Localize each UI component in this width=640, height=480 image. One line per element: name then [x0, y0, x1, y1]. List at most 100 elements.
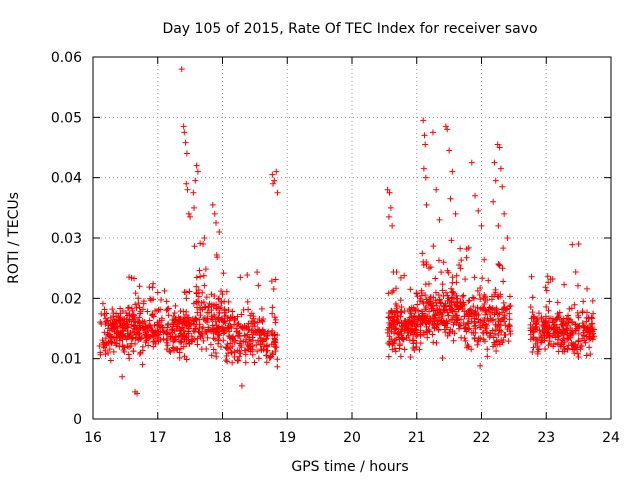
data-point: [272, 344, 279, 351]
data-point: [575, 338, 582, 345]
data-point: [261, 343, 268, 350]
data-point: [269, 304, 276, 311]
data-point: [534, 350, 541, 357]
data-point: [200, 337, 207, 344]
data-point: [589, 297, 596, 304]
data-point: [174, 346, 181, 353]
data-point: [251, 318, 258, 325]
data-point: [223, 353, 230, 360]
data-point: [392, 348, 399, 355]
data-point: [180, 319, 187, 326]
data-point: [468, 159, 475, 166]
data-point: [129, 307, 136, 314]
data-point: [490, 198, 497, 205]
data-point: [575, 330, 582, 337]
data-point: [581, 324, 588, 331]
data-point: [263, 359, 270, 366]
data-point: [425, 299, 432, 306]
data-point: [217, 343, 224, 350]
data-point: [128, 340, 135, 347]
x-tick-label: 18: [214, 430, 232, 446]
data-point: [126, 316, 133, 323]
data-point: [392, 300, 399, 307]
data-point: [491, 330, 498, 337]
data-point: [215, 295, 222, 302]
data-point: [500, 315, 507, 322]
data-point: [274, 189, 281, 196]
data-point: [187, 213, 194, 220]
data-point: [448, 285, 455, 292]
data-point: [546, 298, 553, 305]
data-point: [549, 319, 556, 326]
data-point: [96, 342, 103, 349]
data-point: [185, 330, 192, 337]
data-point: [191, 243, 198, 250]
data-point: [234, 357, 241, 364]
data-point: [569, 241, 576, 248]
data-point: [215, 337, 222, 344]
data-point: [250, 337, 257, 344]
data-point: [242, 351, 249, 358]
data-point: [238, 382, 245, 389]
data-point: [227, 314, 234, 321]
data-point: [130, 325, 137, 332]
data-point: [419, 250, 426, 257]
data-point: [109, 306, 116, 313]
data-point: [190, 300, 197, 307]
data-point: [434, 322, 441, 329]
data-point: [449, 274, 456, 281]
data-point: [471, 319, 478, 326]
data-point: [254, 348, 261, 355]
data-point: [479, 275, 486, 282]
data-point: [415, 307, 422, 314]
data-point: [541, 329, 548, 336]
data-point: [575, 354, 582, 361]
data-point: [589, 328, 596, 335]
data-point: [126, 333, 133, 340]
data-point: [180, 324, 187, 331]
data-point: [532, 323, 539, 330]
data-point: [413, 323, 420, 330]
data-point: [571, 301, 578, 308]
data-point: [530, 328, 537, 335]
data-point: [422, 292, 429, 299]
data-point: [495, 331, 502, 338]
data-point: [271, 177, 278, 184]
data-point: [442, 123, 449, 130]
data-point: [572, 321, 579, 328]
data-point: [474, 304, 481, 311]
data-point: [417, 340, 424, 347]
data-point: [177, 338, 184, 345]
data-point: [192, 177, 199, 184]
data-point: [419, 310, 426, 317]
data-point: [433, 299, 440, 306]
data-point: [492, 286, 499, 293]
data-point: [188, 338, 195, 345]
data-point: [420, 300, 427, 307]
data-point: [389, 346, 396, 353]
data-point: [185, 337, 192, 344]
data-point: [396, 320, 403, 327]
data-point: [429, 331, 436, 338]
data-point: [185, 210, 192, 217]
data-point: [470, 303, 477, 310]
data-point: [220, 318, 227, 325]
data-point: [225, 298, 232, 305]
data-point: [535, 346, 542, 353]
data-point: [246, 326, 253, 333]
data-point: [157, 296, 164, 303]
data-point: [393, 316, 400, 323]
data-point: [407, 353, 414, 360]
data-point: [545, 315, 552, 322]
data-point: [269, 350, 276, 357]
data-point: [190, 189, 197, 196]
data-point: [146, 317, 153, 324]
data-point: [570, 346, 577, 353]
data-point: [132, 290, 139, 297]
data-point: [208, 291, 215, 298]
data-point: [496, 311, 503, 318]
data-point: [464, 320, 471, 327]
data-point: [183, 150, 190, 157]
data-point: [554, 329, 561, 336]
data-point: [171, 317, 178, 324]
